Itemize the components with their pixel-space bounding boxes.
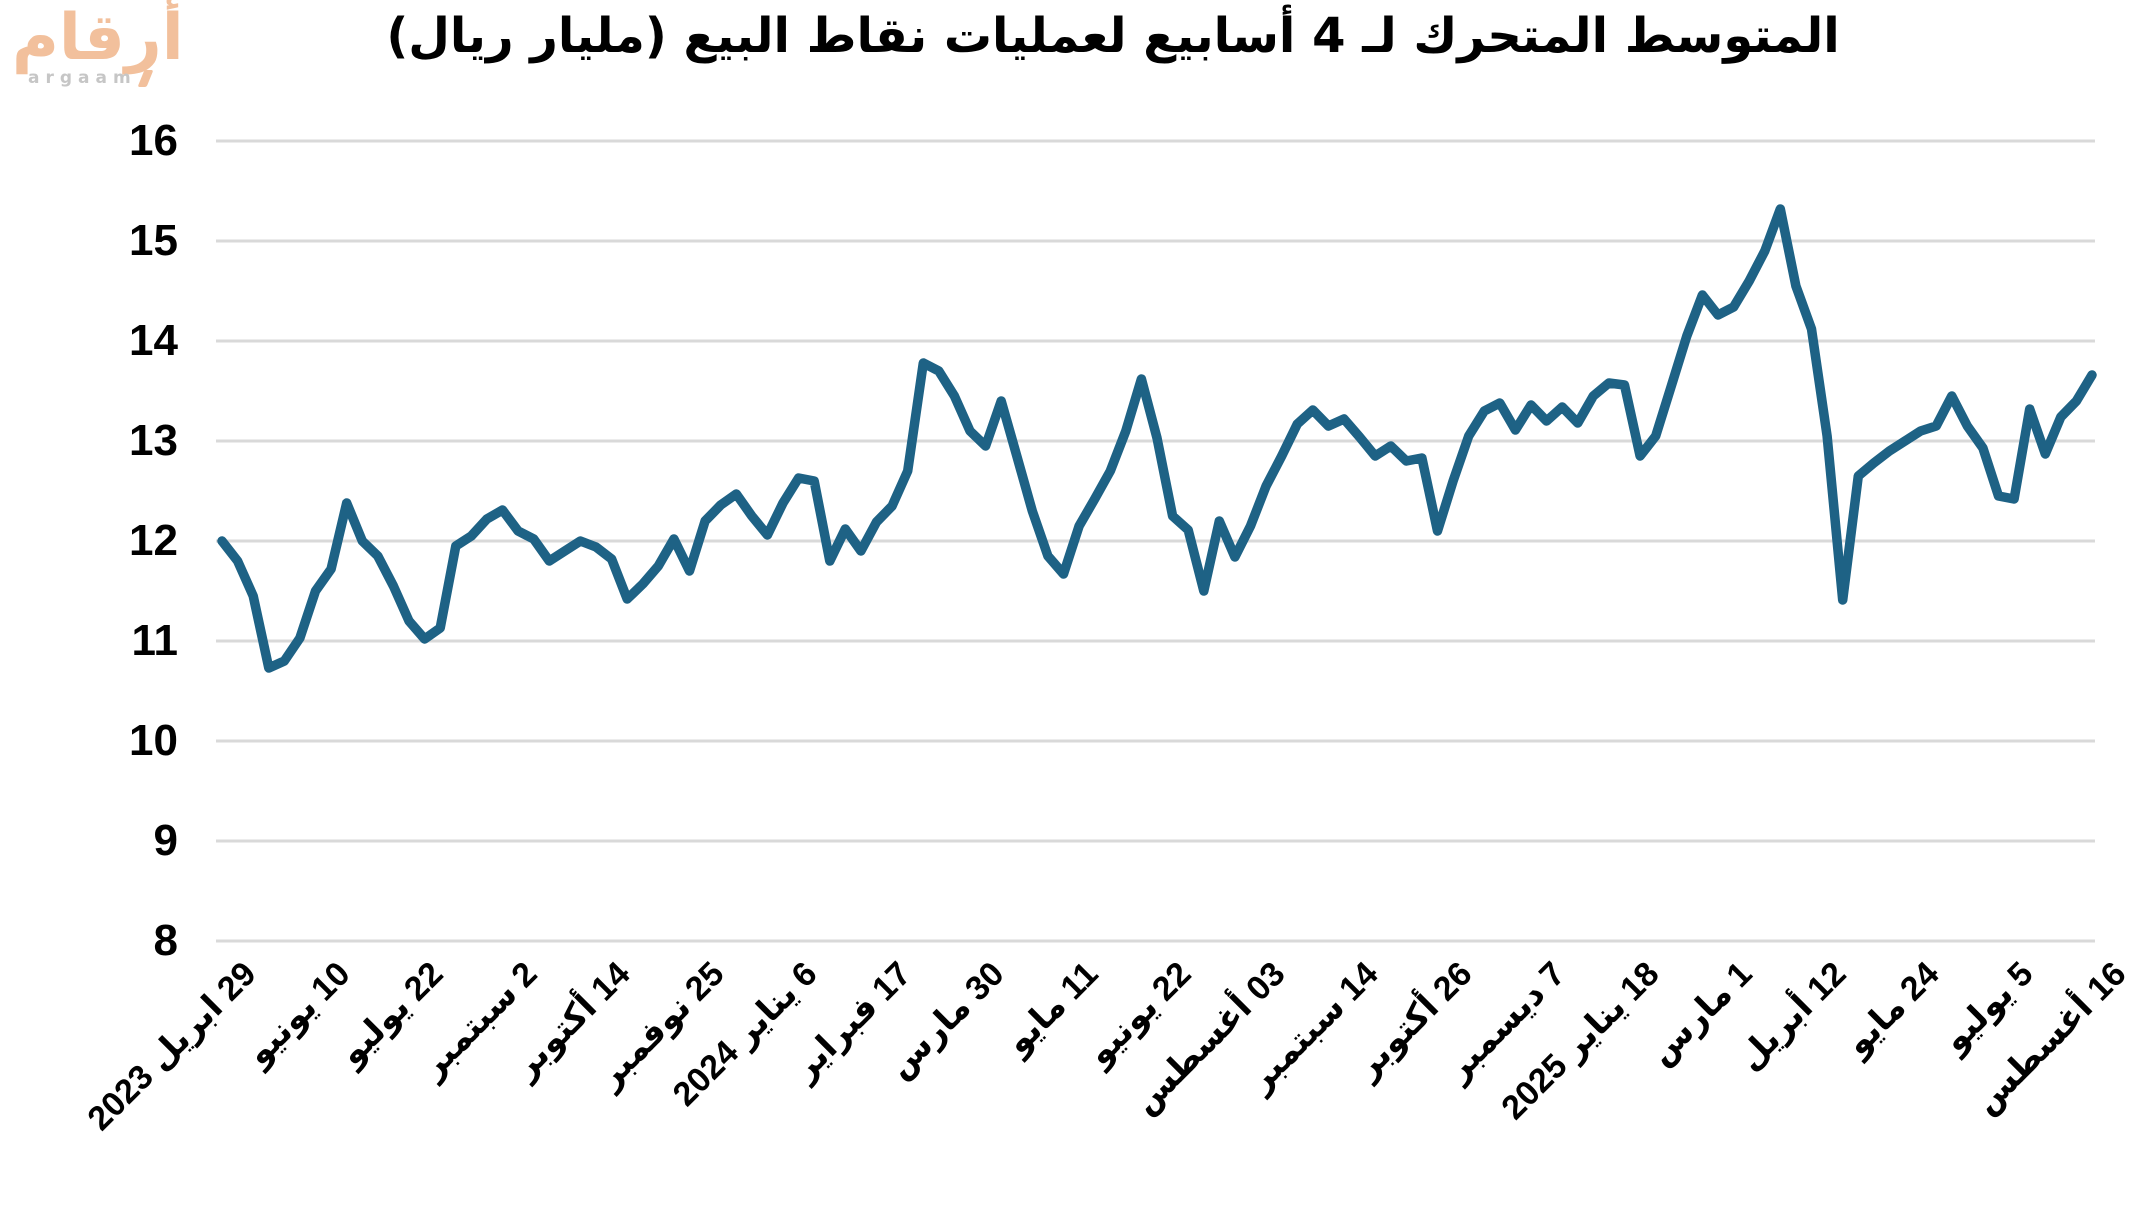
y-axis-tick-label: 15 xyxy=(129,216,178,265)
data-series-line xyxy=(217,204,2097,673)
y-axis-tick-label: 8 xyxy=(153,916,178,965)
y-axis-tick-label: 16 xyxy=(129,116,178,165)
chart-title: المتوسط المتحرك لـ 4 أسابيع لعمليات نقاط… xyxy=(386,8,1840,64)
y-axis-tick-label: 12 xyxy=(129,516,178,565)
argaam-logo: أرقام argaam xyxy=(12,1,186,88)
y-axis-tick-label: 11 xyxy=(131,616,178,665)
argaam-logo-arabic: أرقام xyxy=(12,1,186,75)
argaam-logo-latin-text: argaam xyxy=(28,68,137,88)
y-axis-tick-label: 10 xyxy=(129,716,178,765)
gridlines xyxy=(216,139,2095,943)
y-axis-tick-label: 14 xyxy=(129,316,178,365)
argaam-logo-latin: argaam xyxy=(28,68,184,88)
y-axis-tick-label: 13 xyxy=(129,416,178,465)
y-axis-tick-label: 9 xyxy=(153,816,178,865)
